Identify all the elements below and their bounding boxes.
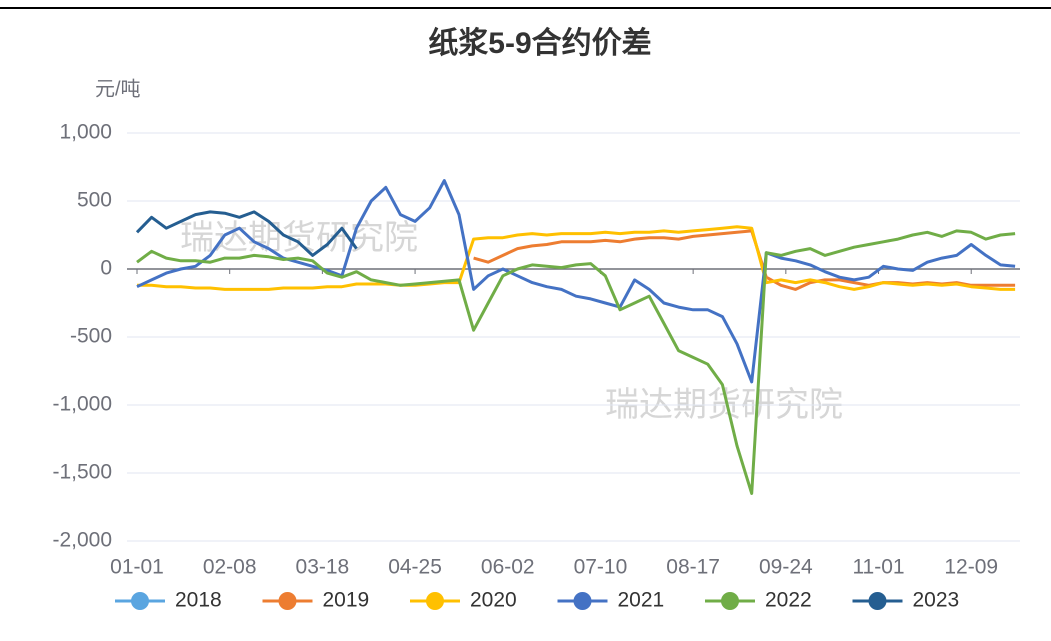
x-tick-label: 08-17	[666, 556, 720, 579]
watermark: 瑞达期货研究院	[180, 219, 418, 257]
series-line	[136, 229, 1016, 495]
legend-marker	[278, 592, 297, 610]
y-tick-label: -1,500	[52, 461, 112, 484]
legend-label: 2021	[618, 589, 665, 612]
legend-marker	[868, 592, 887, 610]
x-tick-label: 12-09	[944, 556, 998, 579]
y-tick-label: -2,000	[52, 529, 112, 552]
x-tick-label: 07-10	[574, 556, 628, 579]
x-tick-label: 04-25	[388, 556, 442, 579]
y-tick-label: -1,000	[52, 393, 112, 416]
series-line	[137, 225, 1016, 291]
x-tick-label: 09-24	[759, 556, 813, 579]
legend-label: 2022	[765, 589, 812, 612]
legend-label: 2020	[470, 589, 517, 612]
legend-marker	[131, 592, 149, 610]
series-line	[135, 210, 358, 257]
legend-label: 2018	[175, 589, 222, 612]
y-tick-label: 0	[100, 257, 112, 280]
x-tick-label: 06-02	[481, 556, 535, 579]
x-tick-label: 03-18	[296, 556, 350, 579]
legend-label: 2019	[323, 589, 370, 612]
legend-label: 2023	[913, 589, 960, 612]
x-tick-label: 02-08	[203, 556, 257, 579]
legend-marker	[573, 592, 592, 610]
y-tick-label: 1,000	[59, 121, 112, 144]
x-tick-label: 11-01	[852, 556, 904, 579]
y-tick-label: 500	[77, 189, 112, 212]
legend-marker	[426, 592, 444, 610]
chart-title: 纸浆5-9合约价差	[428, 26, 651, 60]
legend-marker	[721, 592, 739, 610]
y-tick-label: -500	[70, 325, 112, 348]
x-tick-label: 01-01	[110, 556, 164, 579]
y-axis-label: 元/吨	[95, 77, 141, 100]
